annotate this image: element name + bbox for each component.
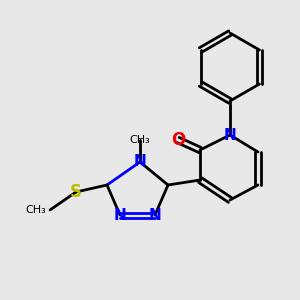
Text: O: O	[171, 131, 185, 149]
Text: CH₃: CH₃	[130, 135, 150, 145]
Text: S: S	[70, 183, 82, 201]
Text: N: N	[134, 154, 146, 169]
Text: N: N	[224, 128, 236, 142]
Text: N: N	[114, 208, 126, 223]
Text: N: N	[148, 208, 161, 223]
Text: CH₃: CH₃	[25, 205, 46, 215]
